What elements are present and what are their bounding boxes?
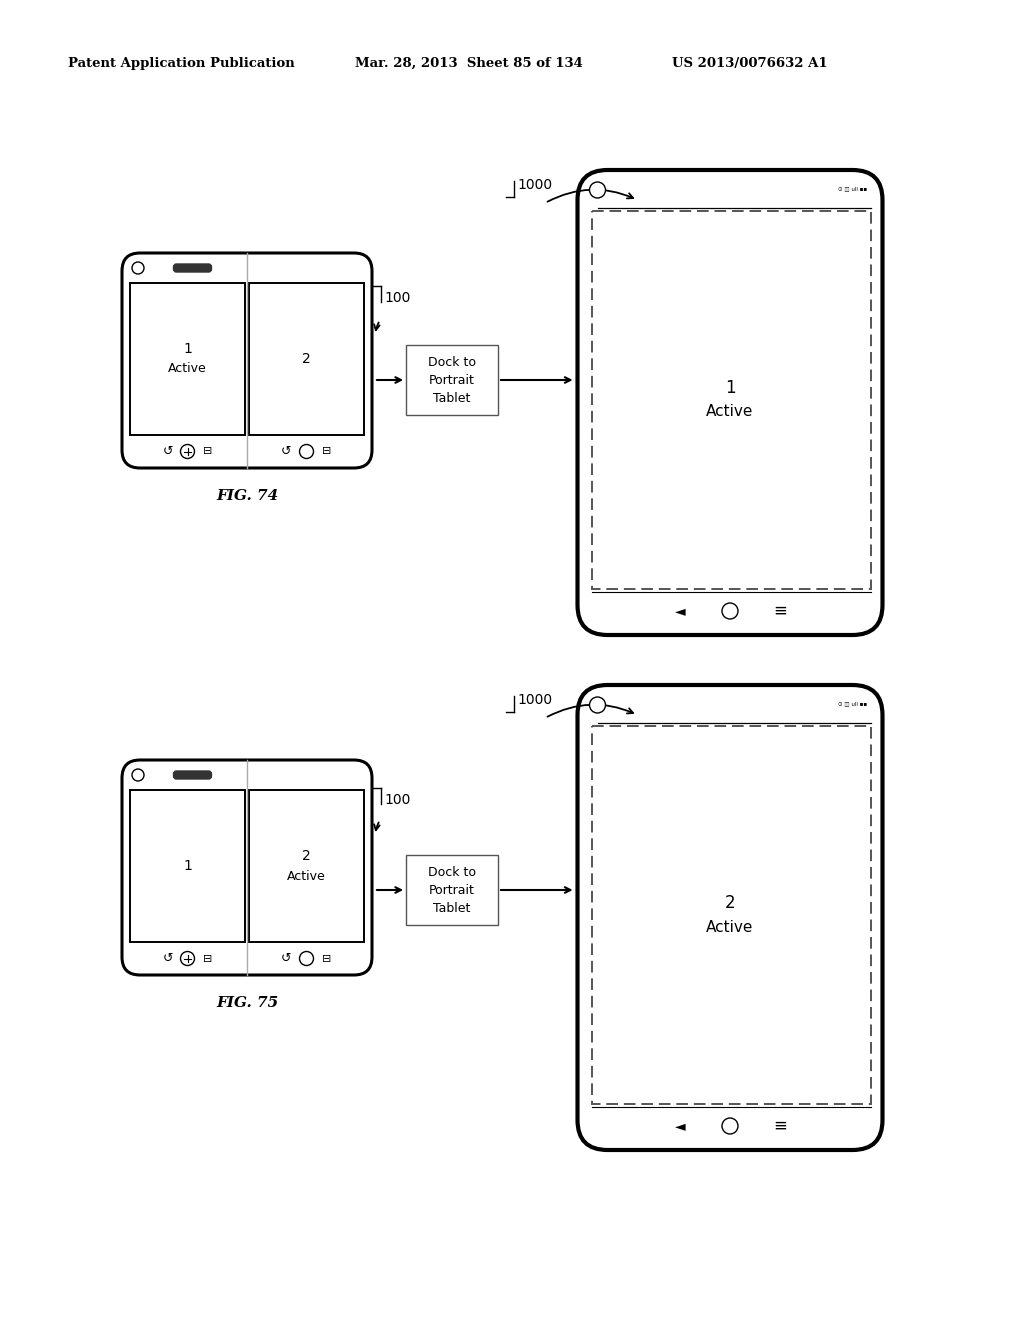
Bar <box>130 282 245 436</box>
Bar <box>249 282 364 436</box>
Text: Mar. 28, 2013  Sheet 85 of 134: Mar. 28, 2013 Sheet 85 of 134 <box>355 57 583 70</box>
Text: Active: Active <box>287 870 326 883</box>
Text: ↺: ↺ <box>162 445 173 458</box>
FancyBboxPatch shape <box>578 170 883 635</box>
Bar <box>406 345 498 414</box>
Text: ⊙ ◫ ull ▪▪: ⊙ ◫ ull ▪▪ <box>839 186 867 191</box>
Text: 1: 1 <box>183 859 191 873</box>
FancyBboxPatch shape <box>173 771 212 779</box>
Text: ⊟: ⊟ <box>322 953 331 964</box>
Bar <box>592 211 870 589</box>
Bar <box>249 789 364 942</box>
Text: US 2013/0076632 A1: US 2013/0076632 A1 <box>672 57 827 70</box>
Circle shape <box>180 952 195 965</box>
Text: Active: Active <box>707 920 754 935</box>
Text: ≡: ≡ <box>773 602 786 620</box>
Text: ◄: ◄ <box>675 1119 685 1133</box>
Circle shape <box>299 952 313 965</box>
FancyBboxPatch shape <box>173 264 212 272</box>
Text: ⊙ ◫ ull ▪▪: ⊙ ◫ ull ▪▪ <box>839 701 867 706</box>
Text: 1000: 1000 <box>517 693 552 708</box>
Text: Dock to
Portrait
Tablet: Dock to Portrait Tablet <box>428 866 476 915</box>
Text: FIG. 75: FIG. 75 <box>216 997 279 1010</box>
Text: 1: 1 <box>725 379 735 397</box>
Text: 2: 2 <box>302 849 311 863</box>
FancyBboxPatch shape <box>122 760 372 975</box>
FancyBboxPatch shape <box>122 253 372 469</box>
Circle shape <box>132 770 144 781</box>
Bar <box>592 726 870 1104</box>
Bar <box>406 855 498 925</box>
Text: 2: 2 <box>302 352 311 366</box>
Bar <box>130 789 245 942</box>
Circle shape <box>590 697 605 713</box>
Circle shape <box>722 603 738 619</box>
Text: ↺: ↺ <box>162 952 173 965</box>
Text: Active: Active <box>707 404 754 420</box>
FancyBboxPatch shape <box>578 685 883 1150</box>
Text: ⊟: ⊟ <box>203 953 212 964</box>
Text: ⊟: ⊟ <box>203 446 212 457</box>
Text: ≡: ≡ <box>773 1117 786 1135</box>
Text: 100: 100 <box>384 793 411 807</box>
Text: 100: 100 <box>384 290 411 305</box>
Text: 1000: 1000 <box>517 178 552 191</box>
Text: 1: 1 <box>183 342 191 356</box>
Text: ↺: ↺ <box>282 952 292 965</box>
Text: Active: Active <box>168 363 207 375</box>
Circle shape <box>180 445 195 458</box>
Text: Patent Application Publication: Patent Application Publication <box>68 57 295 70</box>
Text: ◄: ◄ <box>675 605 685 618</box>
Circle shape <box>590 182 605 198</box>
Text: ⊟: ⊟ <box>322 446 331 457</box>
Text: ↺: ↺ <box>282 445 292 458</box>
Text: 2: 2 <box>725 894 735 912</box>
Text: Dock to
Portrait
Tablet: Dock to Portrait Tablet <box>428 355 476 404</box>
Circle shape <box>722 1118 738 1134</box>
Circle shape <box>299 445 313 458</box>
Text: FIG. 74: FIG. 74 <box>216 488 279 503</box>
Circle shape <box>132 261 144 275</box>
